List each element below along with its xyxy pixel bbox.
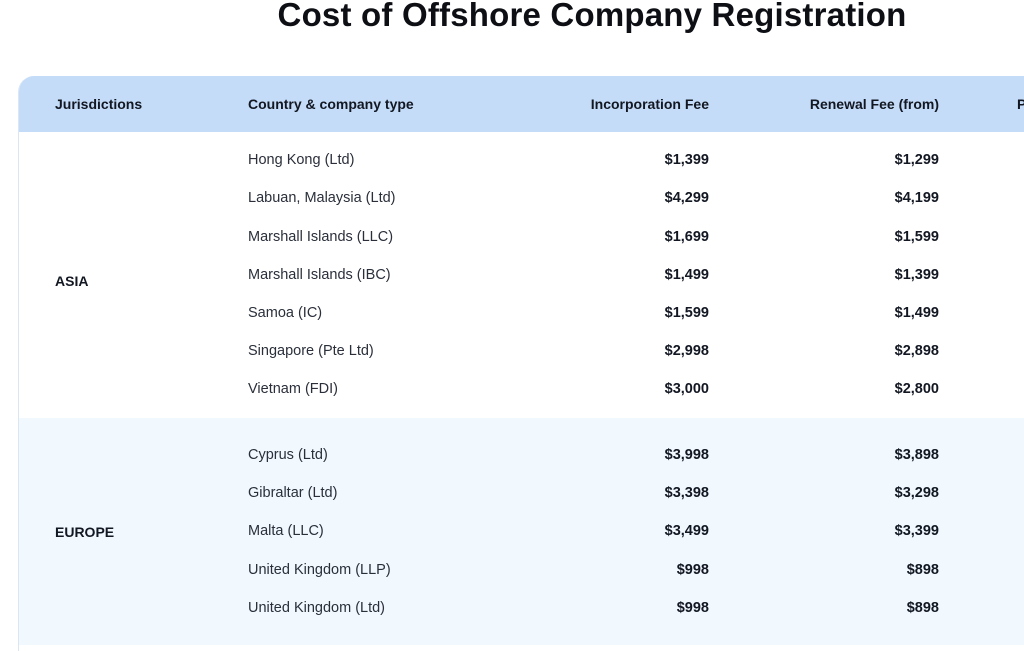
region-label-asia: ASIA (55, 273, 89, 289)
incorporation-fee: $1,599 (664, 305, 709, 321)
table-row: Gibraltar (Ltd) $3,398 $3,298 (19, 474, 1024, 512)
country-company-type: Labuan, Malaysia (Ltd) (248, 190, 396, 206)
incorporation-fee: $3,000 (664, 381, 709, 397)
incorporation-fee: $3,998 (664, 447, 709, 463)
region-group-next (19, 645, 1024, 651)
renewal-fee: $898 (906, 562, 939, 578)
incorporation-fee: $4,299 (664, 190, 709, 206)
country-company-type: Marshall Islands (LLC) (248, 229, 394, 245)
page-title: Cost of Offshore Company Registration (277, 0, 907, 33)
table-row: Samoa (IC) $1,599 $1,499 (19, 294, 1024, 332)
table-row: Vietnam (FDI) $3,000 $2,800 (19, 370, 1024, 408)
country-company-type: Marshall Islands (IBC) (248, 267, 391, 283)
renewal-fee: $2,800 (894, 381, 939, 397)
header-renewal-fee: Renewal Fee (from) (809, 96, 939, 112)
table-row: Hong Kong (Ltd) $1,399 $1,299 (19, 141, 1024, 179)
incorporation-fee: $3,398 (664, 485, 709, 501)
header-truncated-column: P (1017, 76, 1024, 132)
table-row: Labuan, Malaysia (Ltd) $4,299 $4,199 (19, 179, 1024, 217)
renewal-fee: $1,299 (894, 152, 939, 168)
table-row: Marshall Islands (LLC) $1,699 $1,599 (19, 218, 1024, 256)
renewal-fee: $1,599 (894, 229, 939, 245)
incorporation-fee: $998 (676, 600, 709, 616)
incorporation-fee: $1,399 (664, 152, 709, 168)
table-row: Cyprus (Ltd) $3,998 $3,898 (19, 436, 1024, 474)
table-row: Malta (LLC) $3,499 $3,399 (19, 512, 1024, 550)
renewal-fee: $3,399 (894, 523, 939, 539)
country-company-type: Gibraltar (Ltd) (248, 485, 338, 501)
country-company-type: Vietnam (FDI) (248, 381, 338, 397)
incorporation-fee: $1,699 (664, 229, 709, 245)
renewal-fee: $3,898 (894, 447, 939, 463)
incorporation-fee: $998 (676, 562, 709, 578)
header-jurisdictions: Jurisdictions (55, 96, 143, 112)
header-incorporation-fee: Incorporation Fee (590, 96, 709, 112)
renewal-fee: $1,499 (894, 305, 939, 321)
table-row: Marshall Islands (IBC) $1,499 $1,399 (19, 256, 1024, 294)
country-company-type: Hong Kong (Ltd) (248, 152, 355, 168)
region-group-asia: ASIA Hong Kong (Ltd) $1,399 $1,299 Labua… (19, 132, 1024, 418)
incorporation-fee: $1,499 (664, 267, 709, 283)
renewal-fee: $898 (906, 600, 939, 616)
incorporation-fee: $2,998 (664, 343, 709, 359)
renewal-fee: $3,298 (894, 485, 939, 501)
header-country-company-type: Country & company type (248, 96, 414, 112)
table-row: Singapore (Pte Ltd) $2,998 $2,898 (19, 332, 1024, 370)
country-company-type: Malta (LLC) (248, 523, 324, 539)
incorporation-fee: $3,499 (664, 523, 709, 539)
country-company-type: Singapore (Pte Ltd) (248, 343, 374, 359)
renewal-fee: $1,399 (894, 267, 939, 283)
renewal-fee: $2,898 (894, 343, 939, 359)
region-label-europe: EUROPE (55, 524, 115, 540)
table-header-row: Jurisdictions Country & company type Inc… (19, 76, 1024, 132)
country-company-type: Samoa (IC) (248, 305, 323, 321)
country-company-type: United Kingdom (LLP) (248, 562, 391, 578)
table-row: United Kingdom (Ltd) $998 $898 (19, 589, 1024, 627)
country-company-type: Cyprus (Ltd) (248, 447, 328, 463)
table-row: United Kingdom (LLP) $998 $898 (19, 551, 1024, 589)
renewal-fee: $4,199 (894, 190, 939, 206)
pricing-table: Jurisdictions Country & company type Inc… (18, 76, 1024, 651)
country-company-type: United Kingdom (Ltd) (248, 600, 386, 616)
region-group-europe: EUROPE Cyprus (Ltd) $3,998 $3,898 Gibral… (19, 418, 1024, 645)
